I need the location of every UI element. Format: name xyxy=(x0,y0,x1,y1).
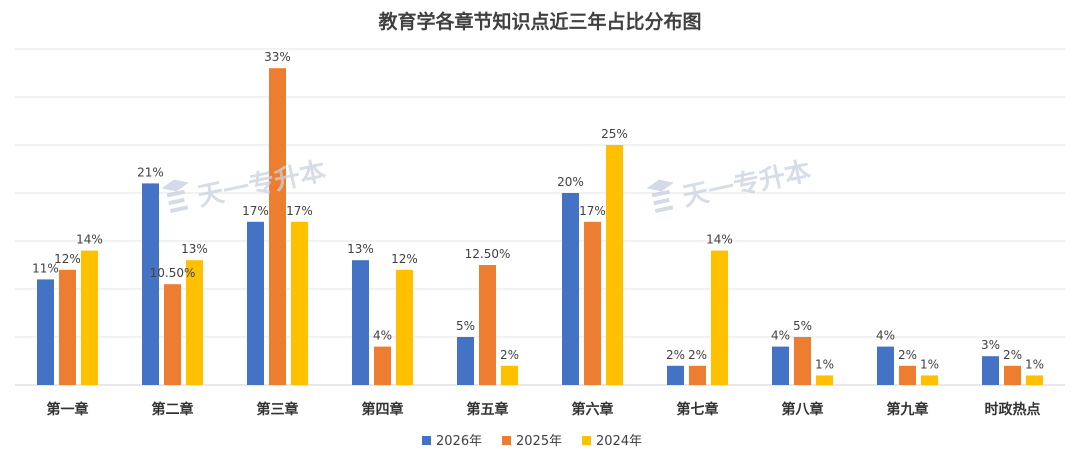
bar-3-10 xyxy=(1026,375,1043,385)
data-label: 17% xyxy=(242,204,269,218)
bar-1-1 xyxy=(37,279,54,385)
data-label: 14% xyxy=(76,233,103,247)
bar-1-6 xyxy=(562,193,579,385)
bars xyxy=(37,68,1043,385)
data-label: 12% xyxy=(54,252,81,266)
category-label: 第八章 xyxy=(782,401,824,418)
data-label: 10.50% xyxy=(150,266,196,280)
data-label: 14% xyxy=(706,233,733,247)
legend-swatch xyxy=(422,436,431,445)
bar-3-3 xyxy=(291,221,308,385)
category-label: 第九章 xyxy=(887,401,929,418)
graduation-cap-logo-icon xyxy=(161,179,189,213)
category-label: 第一章 xyxy=(47,401,89,418)
bar-1-10 xyxy=(982,356,999,385)
bar-1-3 xyxy=(247,221,264,385)
bar-1-5 xyxy=(457,337,474,385)
data-label: 17% xyxy=(579,204,606,218)
bar-3-8 xyxy=(816,375,833,385)
data-label: 2% xyxy=(688,348,707,362)
data-label: 5% xyxy=(793,319,812,333)
legend-label: 2026年 xyxy=(436,434,482,449)
data-label: 3% xyxy=(981,338,1000,352)
data-label: 13% xyxy=(347,242,374,256)
data-label: 2% xyxy=(500,348,519,362)
data-label: 20% xyxy=(557,175,584,189)
category-label: 第七章 xyxy=(677,401,719,418)
data-label: 13% xyxy=(181,242,208,256)
category-label: 第三章 xyxy=(257,401,299,418)
data-label: 25% xyxy=(601,127,628,141)
category-label: 第四章 xyxy=(362,401,404,418)
bar-1-4 xyxy=(352,260,369,385)
bar-2-6 xyxy=(584,221,601,385)
bar-3-6 xyxy=(606,145,623,385)
legend-label: 2024年 xyxy=(596,434,642,449)
legend-swatch xyxy=(582,436,591,445)
bar-2-7 xyxy=(689,365,706,385)
legend-swatch xyxy=(502,436,511,445)
bar-1-9 xyxy=(877,346,894,385)
bar-3-5 xyxy=(501,365,518,385)
data-label: 2% xyxy=(1003,348,1022,362)
bar-3-9 xyxy=(921,375,938,385)
bar-2-9 xyxy=(899,365,916,385)
data-label: 12% xyxy=(391,252,418,266)
bar-3-1 xyxy=(81,250,98,385)
bar-3-4 xyxy=(396,269,413,385)
legend-label: 2025年 xyxy=(516,434,562,449)
data-label: 2% xyxy=(666,348,685,362)
data-labels: 11%12%14%21%10.50%13%17%33%17%13%4%12%5%… xyxy=(32,50,1044,371)
category-label: 第五章 xyxy=(467,401,509,418)
data-label: 5% xyxy=(456,319,475,333)
bar-2-3 xyxy=(269,68,286,385)
bar-2-2 xyxy=(164,284,181,385)
bar-2-4 xyxy=(374,346,391,385)
bar-2-5 xyxy=(479,265,496,385)
data-label: 1% xyxy=(815,357,834,371)
chart-title: 教育学各章节知识点近三年占比分布图 xyxy=(378,10,701,33)
data-label: 12.50% xyxy=(465,247,511,261)
data-label: 1% xyxy=(1025,357,1044,371)
data-label: 4% xyxy=(373,329,392,343)
data-label: 17% xyxy=(286,204,313,218)
category-label: 第二章 xyxy=(152,401,194,418)
graduation-cap-logo-icon xyxy=(646,179,674,213)
data-label: 21% xyxy=(137,165,164,179)
category-label: 时政热点 xyxy=(985,401,1041,418)
data-label: 4% xyxy=(771,329,790,343)
legend: 2026年 2025年 2024年 xyxy=(422,434,642,449)
bar-2-8 xyxy=(794,337,811,385)
bar-2-1 xyxy=(59,269,76,385)
watermark: 天一专升本 xyxy=(646,156,814,213)
bar-1-7 xyxy=(667,365,684,385)
data-label: 11% xyxy=(32,261,59,275)
bar-1-8 xyxy=(772,346,789,385)
bar-3-2 xyxy=(186,260,203,385)
category-label: 第六章 xyxy=(572,401,614,418)
bar-3-7 xyxy=(711,250,728,385)
data-label: 33% xyxy=(264,50,291,64)
watermark-text: 天一专升本 xyxy=(680,156,813,212)
data-label: 1% xyxy=(920,357,939,371)
bar-2-10 xyxy=(1004,365,1021,385)
data-label: 4% xyxy=(876,329,895,343)
data-label: 2% xyxy=(898,348,917,362)
category-labels: 第一章 第二章 第三章 第四章 第五章 第六章 第七章 第八章 第九章 时政热点 xyxy=(47,401,1041,418)
bar-1-2 xyxy=(142,183,159,385)
